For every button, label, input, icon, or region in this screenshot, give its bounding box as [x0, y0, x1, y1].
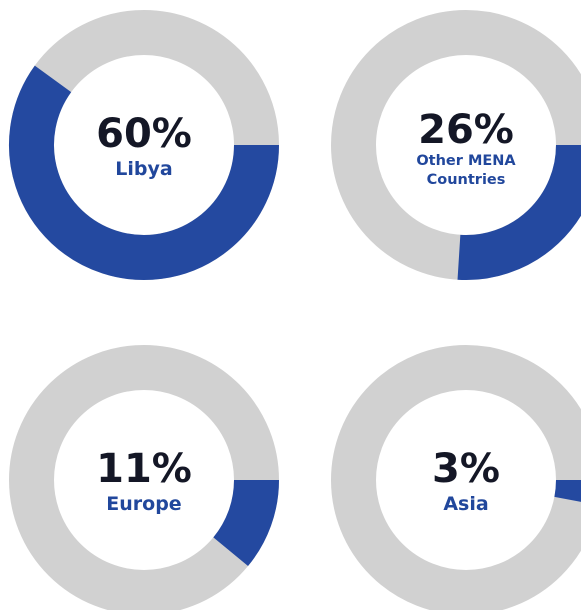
donut-category-label: Asia: [443, 493, 488, 515]
donut-2: 26%Other MENA Countries: [331, 10, 581, 280]
donut-percent-label: 60%: [96, 111, 192, 157]
donut-value-arc: [9, 65, 279, 280]
donut-percent-label: 11%: [96, 446, 192, 492]
donut-category-label: Countries: [427, 172, 506, 188]
donut-4: 3%Asia: [331, 345, 581, 610]
donut-category-label: Europe: [106, 493, 181, 515]
donut-category-label: Libya: [115, 158, 172, 180]
donut-value-arc: [554, 479, 581, 502]
donut-3: 11%Europe: [9, 345, 279, 610]
donut-value-arc: [212, 479, 279, 567]
donut-1: 60%Libya: [9, 10, 279, 280]
donut-value-arc: [457, 144, 581, 280]
donut-percent-label: 26%: [418, 107, 514, 153]
donut-category-label: Other MENA: [416, 153, 516, 169]
donut-percent-label: 3%: [432, 446, 500, 492]
